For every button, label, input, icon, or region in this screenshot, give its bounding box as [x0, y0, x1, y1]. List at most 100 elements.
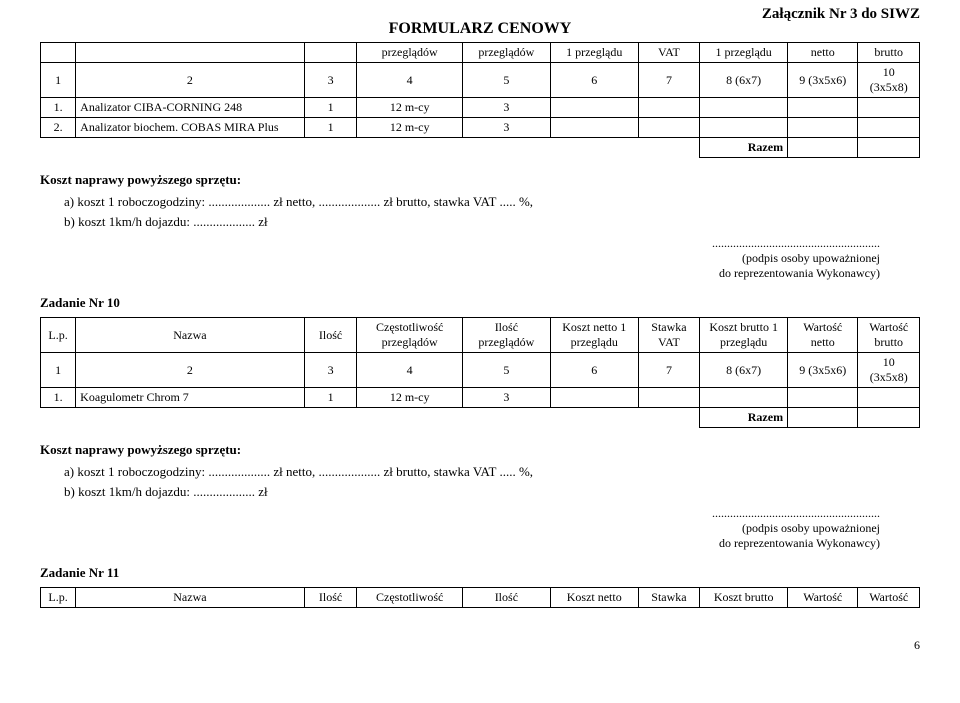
header-freq: Częstotliwość przeglądów: [357, 318, 462, 353]
cell-empty: [788, 138, 858, 158]
razem-row: Razem: [41, 138, 920, 158]
header-cell: [41, 43, 76, 63]
cell-qty: 3: [462, 118, 550, 138]
num-cell: 3: [304, 353, 357, 388]
cell-lp: 2.: [41, 118, 76, 138]
cell-lp: 1.: [41, 388, 76, 408]
table-number-row: 1 2 3 4 5 6 7 8 (6x7) 9 (3x5x6) 10 (3x5x…: [41, 353, 920, 388]
num-cell: 5: [462, 63, 550, 98]
top-table: przeglądów przeglądów 1 przeglądu VAT 1 …: [40, 42, 920, 158]
cell-empty: [700, 388, 788, 408]
task10-title: Zadanie Nr 10: [40, 295, 920, 311]
task10-table: L.p. Nazwa Ilość Częstotliwość przeglądó…: [40, 317, 920, 428]
cell-empty: [700, 98, 788, 118]
signature-block-2: ........................................…: [40, 506, 880, 551]
razem-label: Razem: [700, 408, 788, 428]
num-cell: 8 (6x7): [700, 63, 788, 98]
page-number: 6: [40, 638, 920, 653]
cell-empty: [788, 118, 858, 138]
header-name: Nazwa: [76, 318, 305, 353]
cell-freq: 12 m-cy: [357, 98, 462, 118]
signature-line1: (podpis osoby upoważnionej: [40, 251, 880, 266]
header-qty: Ilość przeglądów: [462, 318, 550, 353]
cell-empty: [858, 408, 920, 428]
cell-empty: [638, 118, 700, 138]
signature-line2: do reprezentowania Wykonawcy): [40, 266, 880, 281]
signature-dots-2: ........................................…: [40, 506, 880, 521]
razem-label: Razem: [700, 138, 788, 158]
header-net: Koszt netto: [550, 588, 638, 608]
header-wgross: Wartość brutto: [858, 318, 920, 353]
num-cell: 9 (3x5x6): [788, 63, 858, 98]
table-row: 2. Analizator biochem. COBAS MIRA Plus 1…: [41, 118, 920, 138]
repair-heading: Koszt naprawy powyższego sprzętu:: [40, 172, 920, 188]
cell-empty: [550, 388, 638, 408]
cell-freq: 12 m-cy: [357, 118, 462, 138]
header-lp: L.p.: [41, 588, 76, 608]
header-count: Ilość: [304, 588, 357, 608]
header-name: Nazwa: [76, 588, 305, 608]
header-lp: L.p.: [41, 318, 76, 353]
repair-cost-a: a) koszt 1 roboczogodziny: .............…: [64, 194, 920, 210]
num-cell: 2: [76, 63, 305, 98]
num-cell: 5: [462, 353, 550, 388]
num-cell: 9 (3x5x6): [788, 353, 858, 388]
num-cell: 6: [550, 63, 638, 98]
table-header-row: przeglądów przeglądów 1 przeglądu VAT 1 …: [41, 43, 920, 63]
cell-freq: 12 m-cy: [357, 388, 462, 408]
header-cell: 1 przeglądu: [550, 43, 638, 63]
header-vat: Stawka VAT: [638, 318, 700, 353]
cell-qty: 3: [462, 98, 550, 118]
header-cell: przeglądów: [357, 43, 462, 63]
razem-row: Razem: [41, 408, 920, 428]
num-cell: 7: [638, 353, 700, 388]
cell-count: 1: [304, 98, 357, 118]
header-wnet: Wartość: [788, 588, 858, 608]
table-header-row: L.p. Nazwa Ilość Częstotliwość przeglądó…: [41, 318, 920, 353]
num-cell: 6: [550, 353, 638, 388]
signature-dots: ........................................…: [40, 236, 880, 251]
cell-empty: [638, 388, 700, 408]
table-header-row: L.p. Nazwa Ilość Częstotliwość Ilość Kos…: [41, 588, 920, 608]
cell-empty: [788, 388, 858, 408]
num-cell: 3: [304, 63, 357, 98]
cell-empty: [550, 98, 638, 118]
header-qty: Ilość: [462, 588, 550, 608]
header-cell: [76, 43, 305, 63]
repair-cost-b-2: b) koszt 1km/h dojazdu: ................…: [64, 484, 920, 500]
cell-empty: [700, 118, 788, 138]
header-count: Ilość: [304, 318, 357, 353]
num-cell: 2: [76, 353, 305, 388]
num-cell: 4: [357, 353, 462, 388]
table-row: 1. Koagulometr Chrom 7 1 12 m-cy 3: [41, 388, 920, 408]
header-net: Koszt netto 1 przeglądu: [550, 318, 638, 353]
signature-line2-2: do reprezentowania Wykonawcy): [40, 536, 880, 551]
num-cell: 10 (3x5x8): [858, 63, 920, 98]
header-gross: Koszt brutto 1 przeglądu: [700, 318, 788, 353]
signature-block: ........................................…: [40, 236, 880, 281]
header-cell: netto: [788, 43, 858, 63]
header-wnet: Wartość netto: [788, 318, 858, 353]
cell-count: 1: [304, 118, 357, 138]
header-vat: Stawka: [638, 588, 700, 608]
cell-count: 1: [304, 388, 357, 408]
table-row: 1. Analizator CIBA-CORNING 248 1 12 m-cy…: [41, 98, 920, 118]
cell-lp: 1.: [41, 98, 76, 118]
task11-table: L.p. Nazwa Ilość Częstotliwość Ilość Kos…: [40, 587, 920, 608]
signature-line1-2: (podpis osoby upoważnionej: [40, 521, 880, 536]
cell-empty: [858, 118, 920, 138]
num-cell: 1: [41, 63, 76, 98]
num-cell: 8 (6x7): [700, 353, 788, 388]
cell-name: Analizator biochem. COBAS MIRA Plus: [76, 118, 305, 138]
repair-cost-b: b) koszt 1km/h dojazdu: ................…: [64, 214, 920, 230]
task11-title: Zadanie Nr 11: [40, 565, 920, 581]
table-number-row: 1 2 3 4 5 6 7 8 (6x7) 9 (3x5x6) 10 (3x5x…: [41, 63, 920, 98]
num-cell: 10 (3x5x8): [858, 353, 920, 388]
header-gross: Koszt brutto: [700, 588, 788, 608]
repair-cost-a-2: a) koszt 1 roboczogodziny: .............…: [64, 464, 920, 480]
header-cell: VAT: [638, 43, 700, 63]
num-cell: 7: [638, 63, 700, 98]
header-cell: 1 przeglądu: [700, 43, 788, 63]
cell-empty: [788, 408, 858, 428]
cell-name: Koagulometr Chrom 7: [76, 388, 305, 408]
